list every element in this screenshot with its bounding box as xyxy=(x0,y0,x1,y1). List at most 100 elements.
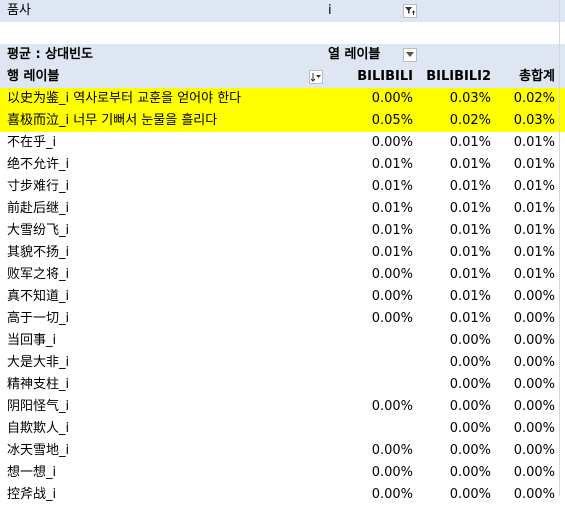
cell-bilibili2: 0.01% xyxy=(449,157,491,172)
row-label: 大是大非_i xyxy=(7,355,70,370)
row-label: 当回事_i xyxy=(7,333,57,348)
cell-bilibili2: 0.00% xyxy=(449,399,491,414)
cell-bilibili2: 0.02% xyxy=(449,113,491,128)
row-label: 阴阳怪气_i xyxy=(7,399,70,414)
cell-bilibili2: 0.01% xyxy=(449,223,491,238)
cell-grand-total: 0.00% xyxy=(513,487,555,502)
row-label: 自欺欺人_i xyxy=(7,421,70,436)
cell-bilibili2: 0.01% xyxy=(449,135,491,150)
row-label: 高于一切_i xyxy=(7,311,70,326)
cell-bilibili: 0.00% xyxy=(371,443,413,458)
cell-bilibili2: 0.00% xyxy=(449,487,491,502)
row-label: 败军之将_i xyxy=(7,267,70,282)
cell-grand-total: 0.01% xyxy=(513,201,555,216)
pivot-row[interactable]: 喜极而泣_i 너무 기뻐서 눈물을 흘리다 0.05% 0.02% 0.03% xyxy=(0,110,565,132)
pivot-row[interactable]: 前赴后继_i 0.01% 0.01% 0.01% xyxy=(0,198,565,220)
cell-bilibili2: 0.00% xyxy=(449,355,491,370)
cell-grand-total: 0.01% xyxy=(513,245,555,260)
pivot-row[interactable]: 自欺欺人_i 0.00% 0.00% xyxy=(0,418,565,440)
row-label: 其貌不扬_i xyxy=(7,245,70,260)
pivot-row[interactable]: 大雪纷飞_i 0.01% 0.01% 0.01% xyxy=(0,220,565,242)
row-label: 精神支柱_i xyxy=(7,377,70,392)
cell-grand-total: 0.00% xyxy=(513,421,555,436)
cell-bilibili: 0.00% xyxy=(371,267,413,282)
cell-bilibili xyxy=(325,374,417,396)
row-label: 寸步难行_i xyxy=(7,179,70,194)
cell-bilibili xyxy=(325,418,417,440)
cell-bilibili: 0.00% xyxy=(371,91,413,106)
row-labels-title: 행 레이블 xyxy=(7,69,60,84)
value-field-label: 평균 : 상대빈도 xyxy=(7,47,94,62)
cell-grand-total: 0.02% xyxy=(513,91,555,106)
row-label: 控斧战_i xyxy=(7,487,57,502)
pivot-row[interactable]: 冰天雪地_i 0.00% 0.00% 0.00% xyxy=(0,440,565,462)
row-label: 不在乎_i xyxy=(7,135,57,150)
pivot-row[interactable]: 不在乎_i 0.00% 0.01% 0.01% xyxy=(0,132,565,154)
row-label: 想一想_i xyxy=(7,465,57,480)
pivot-column-header-row: 행 레이블 BILIBILI BILIBILI2 총합계 xyxy=(0,66,565,88)
cell-grand-total: 0.00% xyxy=(513,289,555,304)
pivot-row[interactable]: 当回事_i 0.00% 0.00% xyxy=(0,330,565,352)
filter-row: 품사 i xyxy=(0,0,565,22)
funnel-icon xyxy=(405,7,415,15)
row-label: 大雪纷飞_i xyxy=(7,223,70,238)
pivot-row[interactable]: 败军之将_i 0.00% 0.01% 0.01% xyxy=(0,264,565,286)
cell-bilibili: 0.05% xyxy=(371,113,413,128)
filter-funnel-button[interactable] xyxy=(403,4,417,18)
cell-bilibili2: 0.01% xyxy=(449,201,491,216)
cell-grand-total: 0.00% xyxy=(513,311,555,326)
cell-grand-total: 0.01% xyxy=(513,179,555,194)
cell-bilibili: 0.00% xyxy=(371,399,413,414)
column-header-grand-total: 총합계 xyxy=(519,69,555,84)
cell-bilibili xyxy=(325,330,417,352)
row-label: 喜极而泣_i 너무 기뻐서 눈물을 흘리다 xyxy=(7,113,218,128)
pivot-row[interactable]: 寸步难行_i 0.01% 0.01% 0.01% xyxy=(0,176,565,198)
column-header-bilibili2: BILIBILI2 xyxy=(426,69,491,84)
cell-bilibili: 0.00% xyxy=(371,487,413,502)
filter-value[interactable]: i xyxy=(328,3,332,18)
cell-bilibili: 0.01% xyxy=(371,201,413,216)
cell-bilibili: 0.00% xyxy=(371,135,413,150)
cell-bilibili: 0.01% xyxy=(371,245,413,260)
cell-bilibili: 0.00% xyxy=(371,289,413,304)
cell-bilibili: 0.00% xyxy=(371,465,413,480)
cell-bilibili2: 0.01% xyxy=(449,179,491,194)
cell-bilibili2: 0.01% xyxy=(449,311,491,326)
cell-grand-total: 0.00% xyxy=(513,333,555,348)
pivot-row[interactable]: 阴阳怪气_i 0.00% 0.00% 0.00% xyxy=(0,396,565,418)
pivot-row[interactable]: 控斧战_i 0.00% 0.00% 0.00% xyxy=(0,484,565,506)
cell-bilibili2: 0.00% xyxy=(449,443,491,458)
cell-grand-total: 0.03% xyxy=(513,113,555,128)
pivot-row[interactable]: 绝不允许_i 0.01% 0.01% 0.01% xyxy=(0,154,565,176)
cell-grand-total: 0.00% xyxy=(513,443,555,458)
column-labels-dropdown[interactable] xyxy=(403,48,417,62)
pivot-row[interactable]: 真不知道_i 0.00% 0.01% 0.00% xyxy=(0,286,565,308)
cell-bilibili2: 0.01% xyxy=(449,289,491,304)
cell-bilibili xyxy=(325,352,417,374)
pivot-row[interactable]: 大是大非_i 0.00% 0.00% xyxy=(0,352,565,374)
cell-bilibili2: 0.00% xyxy=(449,333,491,348)
cell-bilibili2: 0.00% xyxy=(449,465,491,480)
row-label: 前赴后继_i xyxy=(7,201,70,216)
pivot-row[interactable]: 其貌不扬_i 0.01% 0.01% 0.01% xyxy=(0,242,565,264)
cell-bilibili2: 0.01% xyxy=(449,267,491,282)
chevron-down-icon xyxy=(406,52,414,57)
cell-grand-total: 0.01% xyxy=(513,157,555,172)
pivot-row[interactable]: 想一想_i 0.00% 0.00% 0.00% xyxy=(0,462,565,484)
pivot-row[interactable]: 以史为鉴_i 역사로부터 교훈을 얻어야 한다 0.00% 0.03% 0.02% xyxy=(0,88,565,110)
row-labels-sort-button[interactable] xyxy=(309,70,323,84)
column-labels-title: 열 레이블 xyxy=(328,47,381,62)
cell-bilibili: 0.01% xyxy=(371,157,413,172)
cell-bilibili2: 0.03% xyxy=(449,91,491,106)
pivot-row[interactable]: 高于一切_i 0.00% 0.01% 0.00% xyxy=(0,308,565,330)
row-label: 真不知道_i xyxy=(7,289,70,304)
row-label: 绝不允许_i xyxy=(7,157,70,172)
cell-grand-total: 0.01% xyxy=(513,267,555,282)
row-label: 以史为鉴_i 역사로부터 교훈을 얻어야 한다 xyxy=(7,91,242,106)
blank-row xyxy=(0,22,565,44)
cell-grand-total: 0.01% xyxy=(513,135,555,150)
cell-bilibili2: 0.00% xyxy=(449,377,491,392)
pivot-row[interactable]: 精神支柱_i 0.00% 0.00% xyxy=(0,374,565,396)
cell-bilibili2: 0.01% xyxy=(449,245,491,260)
cell-bilibili: 0.01% xyxy=(371,223,413,238)
